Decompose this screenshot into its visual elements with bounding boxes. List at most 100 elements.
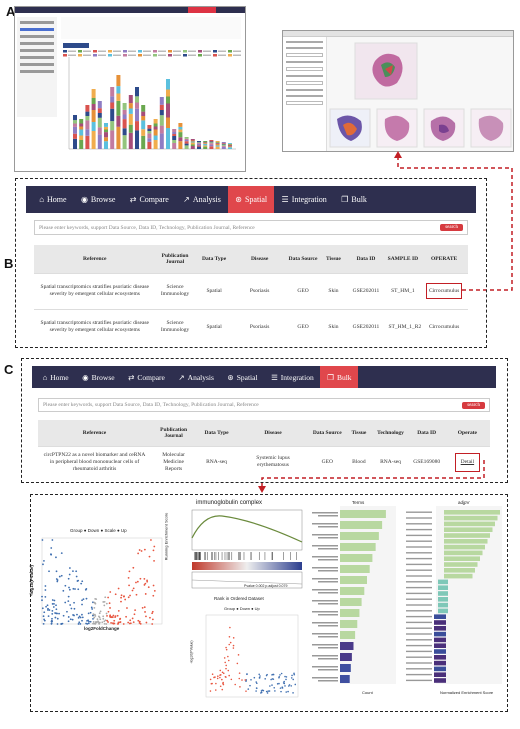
nav-integration[interactable]: ☰ Integration <box>264 366 320 388</box>
stacked-bar-segment <box>184 143 189 146</box>
stacked-bar-segment <box>122 135 127 149</box>
manhattan-point <box>221 671 224 674</box>
stacked-bar-segment <box>172 129 177 132</box>
nav-integration[interactable]: ☰ Integration <box>274 186 334 213</box>
volcano-point <box>122 623 125 625</box>
volcano-point <box>91 608 94 610</box>
enrich-bar <box>340 675 350 683</box>
nav-bulk[interactable]: ❐ Bulk <box>320 366 359 388</box>
panel-c-search-button[interactable]: search <box>462 401 485 409</box>
stacked-bar-segment <box>97 117 102 128</box>
nav-label: Home <box>50 372 69 382</box>
volcano-point <box>68 588 71 591</box>
panel-b-frame <box>15 178 487 348</box>
legend-swatch <box>138 54 142 57</box>
stacked-bar-segment <box>128 95 133 104</box>
legend-swatch <box>108 54 112 57</box>
manhattan-point <box>271 674 273 676</box>
volcano-point <box>60 623 63 625</box>
volcano-legend: Group ● Down ● Scale ● Up <box>70 528 127 533</box>
nav-analysis[interactable]: ↗ Analysis <box>172 366 221 388</box>
panel-c-frame <box>21 358 508 483</box>
legend-swatch <box>123 50 127 53</box>
cirrocumulus-link[interactable]: Cirrocumulus <box>425 282 463 300</box>
nav-label: Browse <box>91 372 115 382</box>
bar-label-line <box>406 639 432 641</box>
nav-spatial[interactable]: ⊛ Spatial <box>228 186 275 213</box>
stacked-bar-segment <box>221 144 226 146</box>
volcano-point <box>44 585 47 587</box>
volcano-point <box>73 607 76 610</box>
volcano-point <box>144 593 147 595</box>
volcano-point <box>41 599 43 602</box>
stacked-bar-segment <box>153 129 158 136</box>
nav-home[interactable]: ⌂ Home <box>32 186 74 213</box>
stacked-bar-segment <box>104 129 108 133</box>
nav-analysis[interactable]: ↗ Analysis <box>176 186 228 213</box>
gsea-ylabel: Running Enrichment Score <box>163 512 169 561</box>
spatial-icon: ⊛ <box>227 372 234 382</box>
volcano-point <box>92 613 95 615</box>
volcano-point <box>42 615 45 618</box>
enrich-bar <box>340 620 358 628</box>
stacked-bar-segment <box>79 135 84 140</box>
nav-bulk[interactable]: ❐ Bulk <box>334 186 374 213</box>
volcano-point <box>131 589 134 592</box>
column-header: Data Type <box>194 245 234 273</box>
panel-c-navbar: ⌂ Home ◉ Browse ⇄ Compare ↗ Analysis ⊛ Spatial ☰ In… <box>32 366 496 388</box>
column-header: OPERATE <box>420 245 468 273</box>
nav-browse[interactable]: ◉ Browse <box>74 186 123 213</box>
volcano-point <box>132 587 135 590</box>
nav-home[interactable]: ⌂ Home <box>36 366 75 388</box>
bar-label-line <box>406 534 432 537</box>
volcano-point <box>152 549 155 552</box>
bar-label-line <box>406 679 432 682</box>
volcano-point <box>50 547 53 549</box>
bar-label-line <box>406 633 432 635</box>
volcano-point <box>124 598 127 601</box>
enrich-bar <box>444 556 480 561</box>
stacked-bar-segment <box>178 126 183 130</box>
volcano-point <box>132 621 135 624</box>
table-cell: Psoriasis <box>249 323 270 330</box>
nav-compare[interactable]: ⇄ Compare <box>123 186 176 213</box>
volcano-point <box>112 614 115 617</box>
stacked-bar-segment <box>141 120 146 130</box>
integration-icon: ☰ <box>281 195 289 204</box>
manhattan-point <box>255 681 257 683</box>
volcano-point <box>85 622 87 625</box>
nav-browse[interactable]: ◉ Browse <box>75 366 121 388</box>
enrich-bar <box>340 532 379 540</box>
nav-compare[interactable]: ⇄ Compare <box>121 366 171 388</box>
table-cell: Spatial <box>206 287 222 294</box>
volcano-point <box>69 604 72 606</box>
column-header: Technology <box>372 420 409 446</box>
panel-b-search-input[interactable]: Please enter keywords, support Data Sour… <box>39 224 255 231</box>
volcano-point <box>93 606 96 609</box>
stacked-bar-segment <box>228 143 232 144</box>
cirrocumulus-link[interactable]: Cirrocumulus <box>428 323 460 330</box>
stacked-bar-segment <box>228 146 232 148</box>
panel-c-search-input[interactable]: Please enter keywords, support Data Sour… <box>43 402 259 408</box>
manhattan-point <box>244 679 247 681</box>
manhattan-point <box>292 678 294 681</box>
volcano-point <box>75 575 78 578</box>
volcano-point <box>107 610 110 613</box>
panel-b-search-button[interactable]: search <box>440 224 463 231</box>
bar-label-line <box>406 621 432 624</box>
volcano-point <box>120 594 123 597</box>
volcano-point <box>67 595 70 598</box>
stacked-bar-segment <box>172 132 177 134</box>
nav-spatial[interactable]: ⊛ Spatial <box>221 366 265 388</box>
volcano-point <box>41 607 44 610</box>
volcano-point <box>55 604 57 607</box>
volcano-point <box>95 620 97 623</box>
detail-link[interactable]: Detail <box>454 452 481 472</box>
stacked-bar-segment <box>153 123 158 127</box>
column-header: Data Source <box>309 420 346 446</box>
bar-label-line <box>312 633 338 635</box>
bar-label-line <box>312 666 338 668</box>
volcano-point <box>43 559 45 562</box>
volcano-point <box>135 593 138 596</box>
legend-text-line <box>233 50 241 52</box>
